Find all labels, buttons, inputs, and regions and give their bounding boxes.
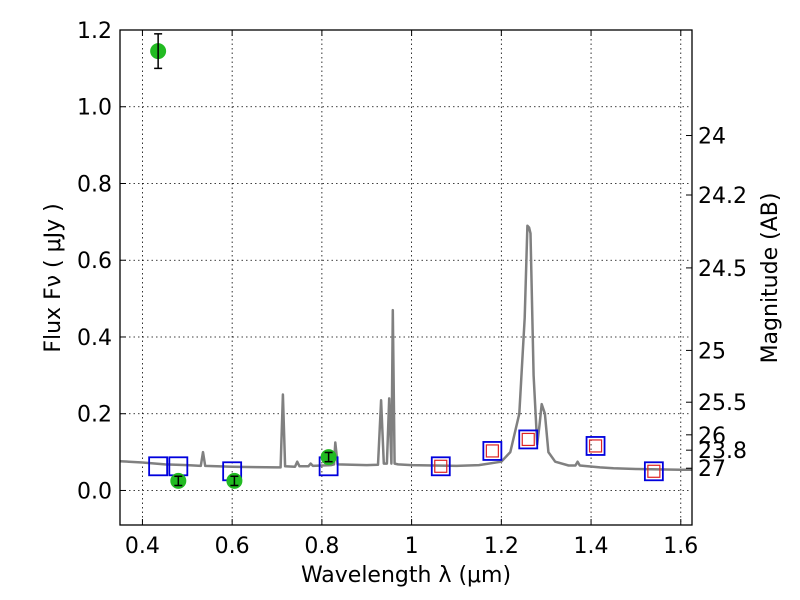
x-tick-label: 0.8 [304, 534, 339, 559]
y-tick-label: 0.8 [77, 172, 112, 197]
y-tick-label: 0.4 [77, 326, 112, 351]
x-tick-label: 0.6 [215, 534, 250, 559]
right-tick-label: 27 [698, 457, 726, 482]
y-axis-label-left: Flux Fν ( μJy ) [41, 203, 66, 352]
model-spectrum-layer [119, 224, 692, 471]
model-photometry-point [643, 461, 664, 482]
y-tick-label: 1.0 [77, 96, 112, 121]
right-tick-label: 24 [698, 125, 726, 150]
model-photometry-inner-point [588, 439, 603, 453]
x-tick-label: 1.2 [484, 534, 519, 559]
model-photometry-point [585, 436, 606, 456]
x-tick-label: 1.6 [663, 534, 698, 559]
model-photometry-point [518, 429, 539, 450]
ticks-layer: 0.4 0.6 0.8 1 1.2 1.4 1.6 0.0 0.2 0.4 0.6 0.8 1.0 1.2… [77, 19, 747, 559]
y-tick-label: 0.2 [77, 403, 112, 428]
model-photometry-inner-point [434, 459, 448, 473]
right-tick-label: 26 [698, 424, 726, 449]
model-photometry-point [430, 456, 451, 477]
model-spectrum-line [119, 224, 692, 471]
model-photometry-point [168, 456, 189, 477]
markers-layer [148, 33, 664, 489]
x-axis-label: Wavelength λ (μm) [301, 563, 511, 588]
right-tick-label: 25.5 [698, 391, 747, 416]
model-photometry-point [482, 441, 503, 461]
model-photometry-point [148, 456, 169, 477]
y-tick-label: 1.2 [77, 19, 112, 44]
plot-frame [119, 29, 693, 526]
y-tick-label: 0.6 [77, 249, 112, 274]
y-tick-label: 0.0 [77, 479, 112, 504]
right-tick-label: 23.8 [698, 439, 747, 464]
right-tick-label: 25 [698, 339, 726, 364]
x-tick-label: 0.4 [125, 534, 160, 559]
x-tick-label: 1.4 [574, 534, 609, 559]
grid [120, 29, 692, 525]
right-tick-label: 24.2 [698, 184, 747, 209]
model-photometry-inner-point [521, 432, 535, 447]
x-tick-label: 1 [405, 534, 419, 559]
y-axis-label-right: Magnitude (AB) [758, 193, 783, 364]
model-photometry-inner-point [647, 464, 661, 478]
right-tick-label: 24.5 [698, 257, 747, 282]
model-photometry-inner-point [485, 444, 499, 458]
